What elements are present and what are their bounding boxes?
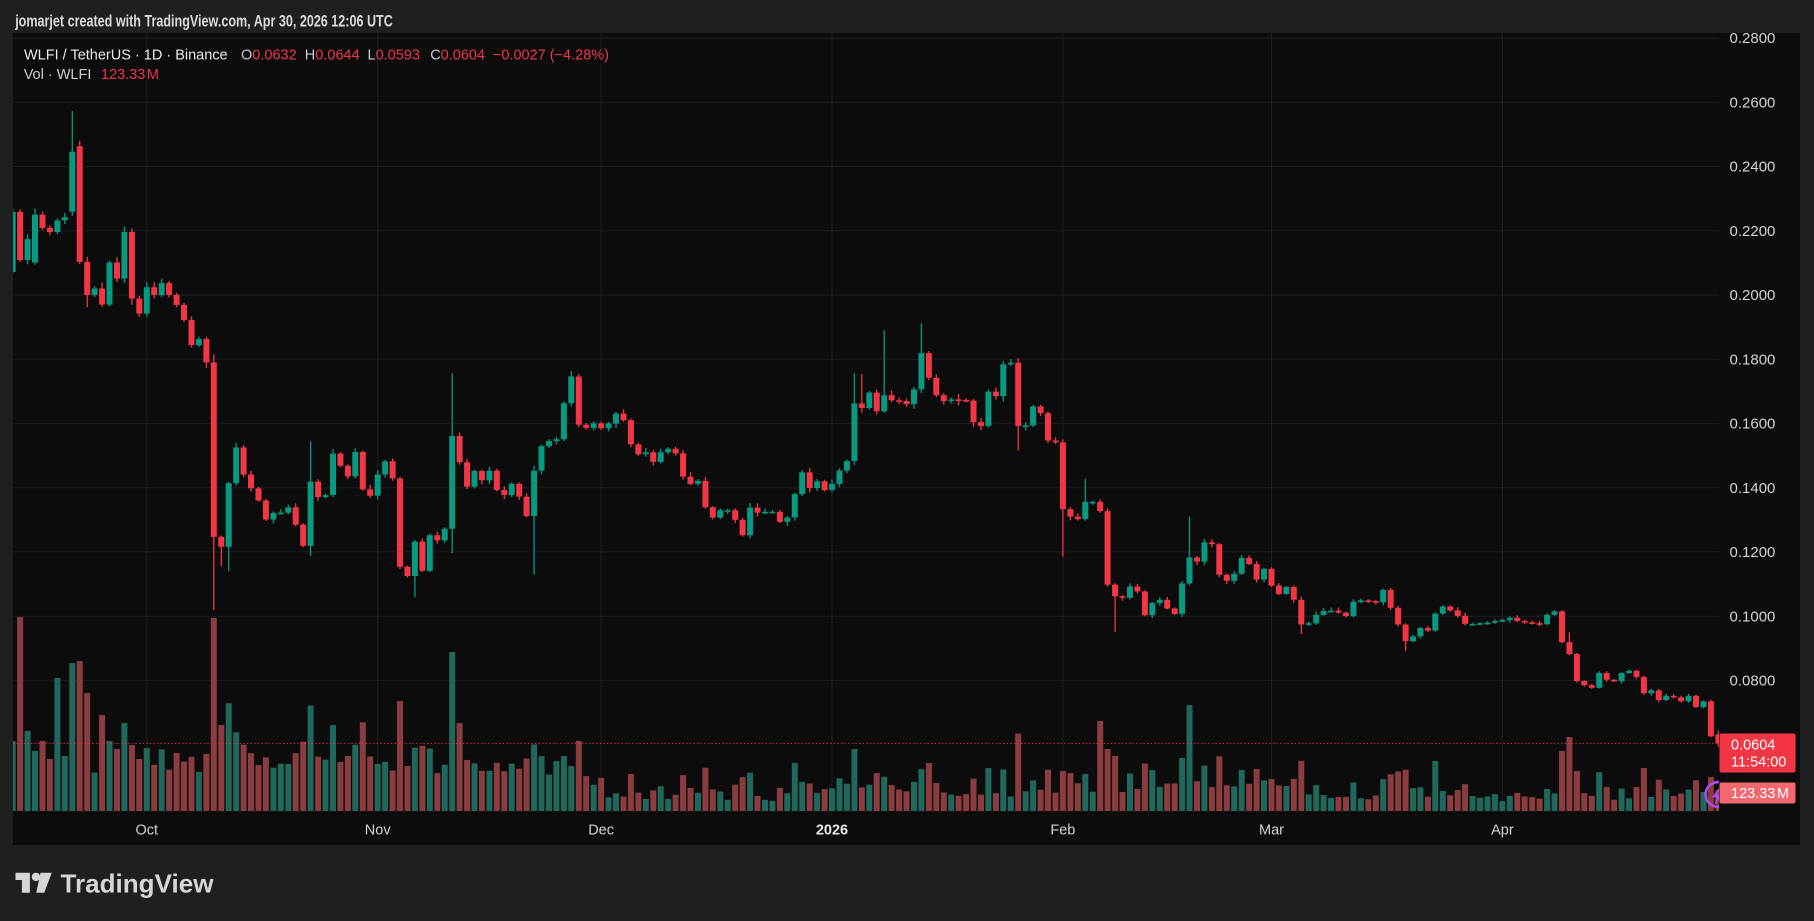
svg-text:0.0604: 0.0604 xyxy=(1731,738,1775,754)
svg-text:0.2200: 0.2200 xyxy=(1730,223,1776,240)
svg-text:0.1800: 0.1800 xyxy=(1730,351,1776,368)
svg-text:H0.0644: H0.0644 xyxy=(305,48,360,64)
svg-text:0.1200: 0.1200 xyxy=(1730,544,1776,561)
svg-text:123.33M: 123.33 M xyxy=(1731,786,1789,802)
svg-text:0.2800: 0.2800 xyxy=(1730,30,1776,47)
svg-text:L0.0593: L0.0593 xyxy=(368,48,420,64)
svg-text:Apr: Apr xyxy=(1491,823,1514,839)
svg-text:TradingView: TradingView xyxy=(61,869,215,899)
svg-text:Dec: Dec xyxy=(588,823,614,839)
svg-text:11:54:00: 11:54:00 xyxy=(1731,755,1786,771)
svg-text:0.2600: 0.2600 xyxy=(1730,94,1776,111)
svg-text:123.33M: 123.33 M xyxy=(101,67,159,83)
svg-text:O0.0632: O0.0632 xyxy=(241,48,297,64)
svg-text:Vol · WLFI: Vol · WLFI xyxy=(24,67,92,83)
svg-text:0.2400: 0.2400 xyxy=(1730,159,1776,176)
svg-text:Mar: Mar xyxy=(1259,823,1284,839)
svg-text:2026: 2026 xyxy=(816,823,848,839)
svg-text:WLFI / TetherUS · 1D · Binance: WLFI / TetherUS · 1D · Binance xyxy=(24,48,228,64)
svg-text:Feb: Feb xyxy=(1050,823,1075,839)
svg-text:0.1000: 0.1000 xyxy=(1730,608,1776,625)
svg-text:0.1600: 0.1600 xyxy=(1730,416,1776,433)
svg-text:−0.0027 (−4.28%): −0.0027 (−4.28%) xyxy=(493,48,609,64)
svg-text:jomarjet created with TradingV: jomarjet created with TradingView.com, A… xyxy=(14,11,392,30)
svg-text:Oct: Oct xyxy=(136,823,159,839)
svg-text:C0.0604: C0.0604 xyxy=(430,48,485,64)
svg-text:0.0800: 0.0800 xyxy=(1730,673,1776,690)
svg-text:0.2000: 0.2000 xyxy=(1730,287,1776,304)
svg-text:0.1400: 0.1400 xyxy=(1730,480,1776,497)
svg-text:Nov: Nov xyxy=(365,823,392,839)
